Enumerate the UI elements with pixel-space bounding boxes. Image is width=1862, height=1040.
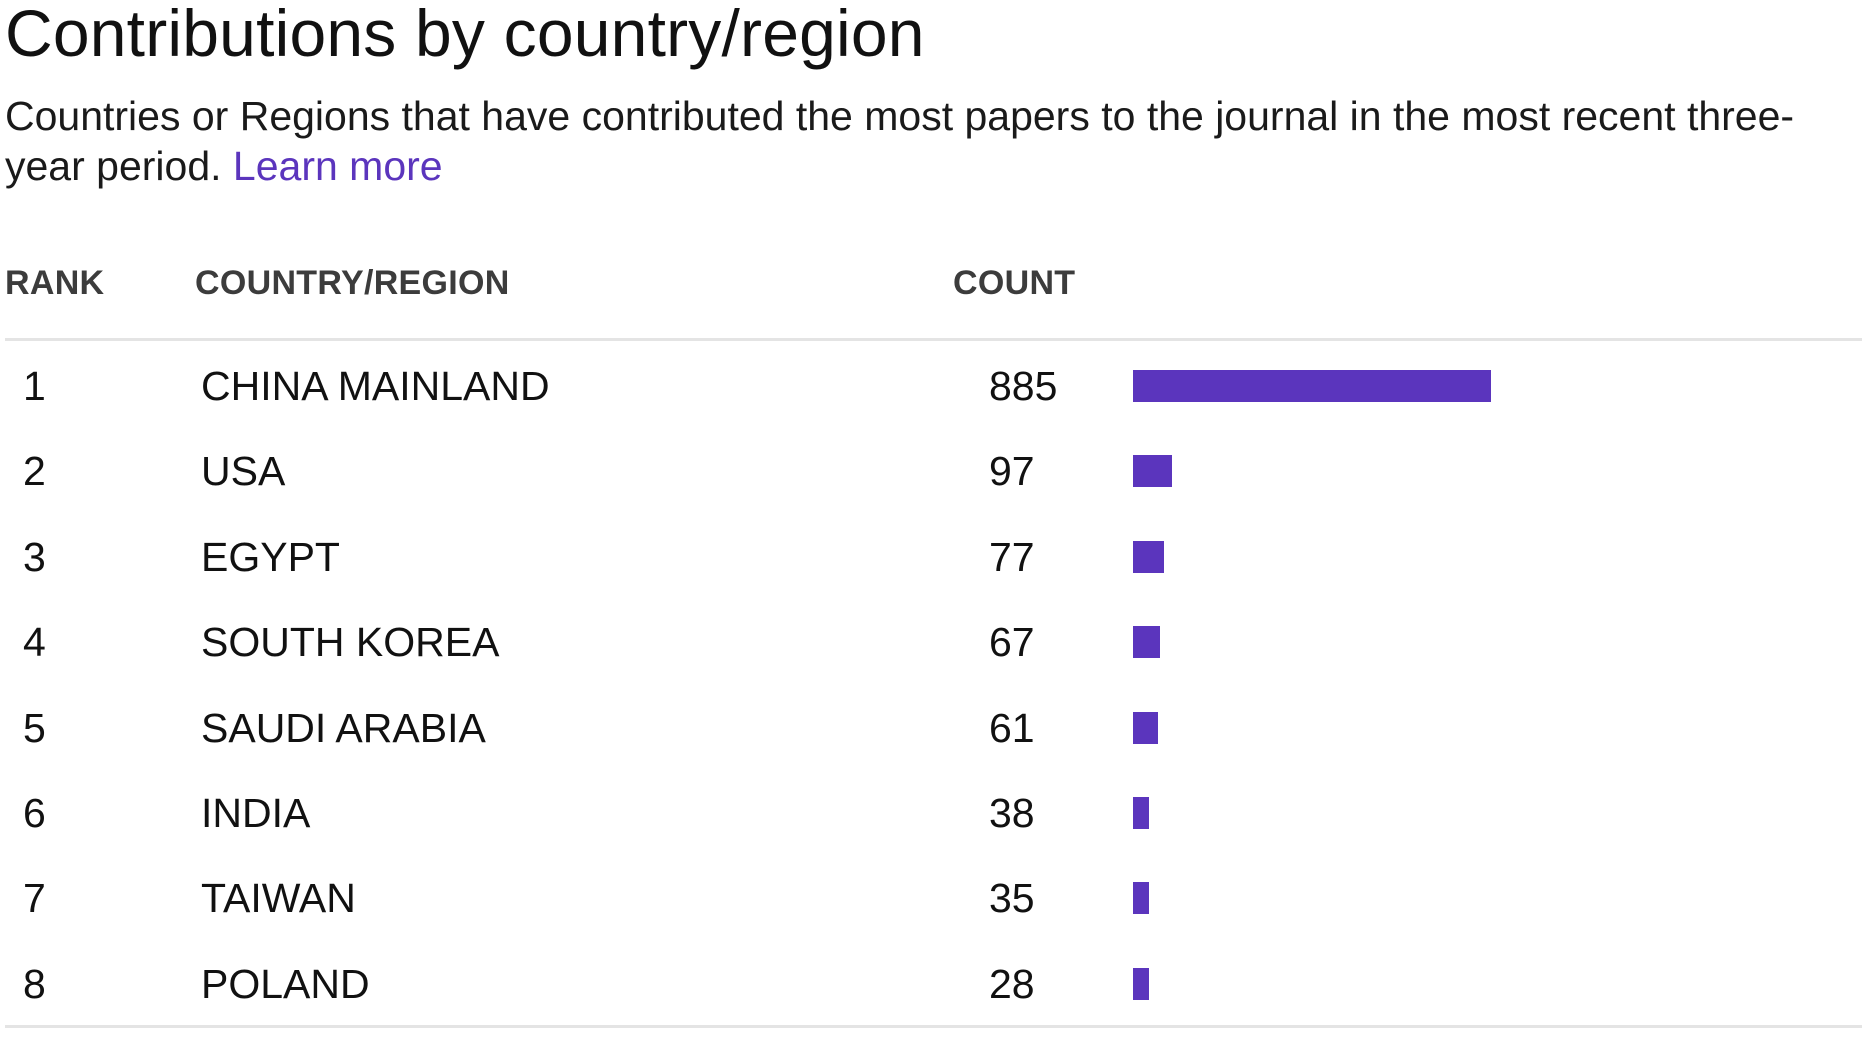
page-description: Countries or Regions that have contribut… xyxy=(5,91,1855,191)
row-country: TAIWAN xyxy=(201,875,356,922)
row-rank: 6 xyxy=(23,790,46,836)
table-divider-top xyxy=(5,338,1862,341)
row-count: 38 xyxy=(989,790,1035,836)
column-header-country: COUNTRY/REGION xyxy=(195,264,510,302)
row-count-bar xyxy=(1133,626,1161,659)
row-count-bar xyxy=(1133,797,1149,829)
row-count-bar xyxy=(1133,967,1149,1000)
row-country: POLAND xyxy=(201,960,370,1007)
row-country: INDIA xyxy=(201,790,311,836)
row-rank: 3 xyxy=(23,533,46,580)
row-count: 77 xyxy=(989,533,1035,580)
row-country: SAUDI ARABIA xyxy=(201,704,486,751)
learn-more-link[interactable]: Learn more xyxy=(232,143,443,189)
column-header-rank: RANK xyxy=(5,264,105,302)
row-count: 67 xyxy=(989,619,1035,666)
row-count: 28 xyxy=(989,960,1035,1007)
row-count-bar xyxy=(1133,370,1491,402)
row-rank: 1 xyxy=(23,363,46,409)
row-count-bar xyxy=(1133,711,1158,744)
row-country: EGYPT xyxy=(201,533,340,580)
row-country: CHINA MAINLAND xyxy=(201,363,550,409)
row-count-bar xyxy=(1133,455,1173,488)
row-rank: 8 xyxy=(23,960,46,1007)
row-rank: 5 xyxy=(23,704,46,751)
row-rank: 7 xyxy=(23,875,46,922)
row-rank: 4 xyxy=(23,619,46,666)
description-text: Countries or Regions that have contribut… xyxy=(5,93,1795,189)
row-count: 35 xyxy=(989,875,1035,922)
row-country: SOUTH KOREA xyxy=(201,619,500,666)
row-count: 885 xyxy=(989,363,1058,409)
row-count: 61 xyxy=(989,704,1035,751)
row-country: USA xyxy=(201,448,286,495)
row-rank: 2 xyxy=(23,448,46,495)
row-count-bar xyxy=(1133,882,1149,915)
row-count-bar xyxy=(1133,540,1165,573)
page-title: Contributions by country/region xyxy=(5,0,925,70)
table-divider-bottom xyxy=(5,1025,1862,1028)
column-header-count: COUNT xyxy=(953,264,1076,302)
row-count: 97 xyxy=(989,448,1035,495)
